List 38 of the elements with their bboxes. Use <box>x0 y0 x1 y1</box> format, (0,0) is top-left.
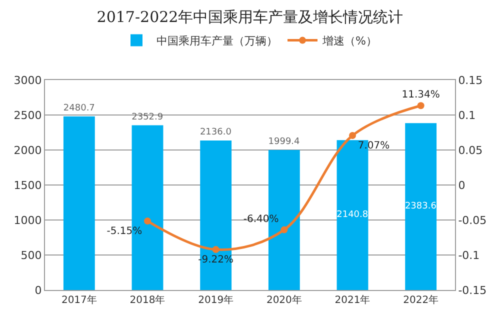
data-label: 2352.9 <box>132 112 164 122</box>
y-tick-label: 1000 <box>14 214 42 227</box>
y2-tick-label: 0.1 <box>458 108 476 122</box>
point <box>280 226 288 234</box>
bar <box>63 116 95 290</box>
x-tick-label: 2018年 <box>130 294 166 306</box>
y2-tick-label: -0.15 <box>458 284 487 297</box>
y2-tick-label: -0.05 <box>458 214 487 227</box>
y2-tick-label: 0 <box>458 178 466 192</box>
data-label: 2140.8 <box>336 210 368 220</box>
bar <box>405 123 437 290</box>
chart-title: 2017-2022年中国乘用车产量及增长情况统计 <box>96 8 404 26</box>
y2-tick-label: -0.1 <box>458 248 480 262</box>
x-tick-label: 2019年 <box>198 294 234 306</box>
x-tick-label: 2022年 <box>403 294 439 306</box>
data-label: 2136.0 <box>200 127 232 138</box>
data-label: 2383.6 <box>404 202 437 212</box>
y-tick-label: 3000 <box>14 74 42 87</box>
bar <box>200 140 232 290</box>
x-tick-label: 2017年 <box>61 294 97 306</box>
y-tick-label: 2500 <box>14 108 42 122</box>
data-label: 2480.7 <box>63 103 95 114</box>
point <box>212 246 220 254</box>
point <box>417 102 424 110</box>
legend-label: 中国乘用车产量（万辆） <box>156 34 278 48</box>
data-label: 1999.4 <box>268 137 300 148</box>
y-tick-label: 2000 <box>14 144 42 157</box>
y2-tick-label: 0.05 <box>458 144 483 157</box>
point <box>144 218 151 225</box>
y-tick-label: 0 <box>34 284 42 297</box>
x-tick-label: 2021年 <box>334 294 370 306</box>
y2-tick-label: 0.15 <box>458 74 483 87</box>
legend-label: 增速（%） <box>322 34 377 48</box>
data-label: 11.34% <box>402 90 440 101</box>
y-tick-label: 500 <box>20 248 42 262</box>
x-tick-label: 2020年 <box>266 294 302 306</box>
y-tick-label: 1500 <box>14 178 42 192</box>
point <box>349 132 356 140</box>
